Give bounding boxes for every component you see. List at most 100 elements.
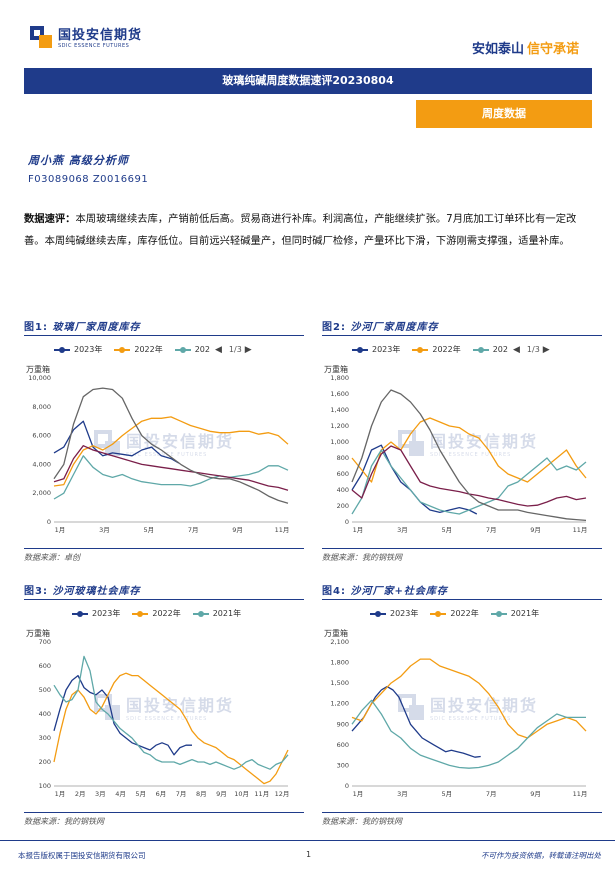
legend-text: 2022年 xyxy=(152,609,181,618)
legend-text: 202 xyxy=(194,345,210,354)
x-tick-label: 5月 xyxy=(135,790,146,798)
series-line xyxy=(351,449,587,515)
figure-3: 图3: 沙河玻璃社会库存 2023年 2022年 2021年 万重箱 国投安信期… xyxy=(24,582,304,826)
legend-item[interactable]: 2022年 xyxy=(430,608,479,619)
legend-pager: 1/3 xyxy=(526,345,540,354)
legend-text: 2023年 xyxy=(74,345,103,354)
y-tick-label: 0 xyxy=(345,518,349,526)
figure-rule xyxy=(322,335,602,336)
figure-rule xyxy=(322,599,602,600)
legend-item[interactable]: 2021年 xyxy=(490,608,539,619)
y-tick-label: 0 xyxy=(345,782,349,790)
y-axis-unit: 万重箱 xyxy=(26,365,50,374)
x-tick-label: 7月 xyxy=(188,526,199,534)
y-tick-label: 1,200 xyxy=(330,422,349,430)
figure-title: 图3: 沙河玻璃社会库存 xyxy=(24,582,140,597)
legend-item[interactable]: 202 xyxy=(174,345,210,354)
y-tick-label: 4,000 xyxy=(32,460,51,468)
summary-text: 本周玻璃继续去库，产销前低后高。贸易商进行补库。利润高位，产能继续扩张。7月底加… xyxy=(24,213,577,247)
page-number: 1 xyxy=(306,850,312,859)
x-tick-label: 1月 xyxy=(353,526,364,534)
legend-item[interactable]: 2023年 xyxy=(370,608,418,619)
legend-prev-icon[interactable]: ◀ xyxy=(215,344,222,355)
x-tick-label: 9月 xyxy=(530,526,541,534)
slogan: 安如泰山 信守承诺 xyxy=(472,38,579,57)
chart-legend: 2023年 2022年 2021年 xyxy=(370,608,551,619)
legend-next-icon[interactable]: ▶ xyxy=(542,344,550,355)
series-line xyxy=(351,699,586,769)
legend-item[interactable]: 2022年 xyxy=(412,344,461,355)
legend-item[interactable]: 2023年 xyxy=(352,344,400,355)
legend-next-icon[interactable]: ▶ xyxy=(244,344,252,355)
figure-title-text: 玻璃厂家周度库存 xyxy=(52,322,141,333)
legend-swatch-icon xyxy=(174,346,191,353)
author-certs: F03089068 Z0016691 xyxy=(28,174,149,185)
legend-item[interactable]: 2022年 xyxy=(132,608,181,619)
x-tick-label: 11月 xyxy=(573,790,588,798)
logo-en-text: SDIC ESSENCE FUTURES xyxy=(58,43,130,49)
legend-swatch-icon xyxy=(192,610,209,617)
legend-item[interactable]: 2022年 xyxy=(114,344,163,355)
figure-2: 图2: 沙河厂家周度库存 2023年 2022年 202 ◀ 1/3 ▶ 万重箱 国… xyxy=(322,318,602,562)
company-logo: 国投安信期货 SDIC ESSENCE FUTURES xyxy=(30,24,142,49)
x-tick-label: 1月 xyxy=(55,526,66,534)
series-line xyxy=(53,455,289,500)
summary-label: 数据速评： xyxy=(24,213,76,225)
y-tick-label: 300 xyxy=(337,761,349,769)
legend-pager: 1/3 xyxy=(228,345,242,354)
series-line xyxy=(351,389,587,522)
y-tick-label: 600 xyxy=(337,741,349,749)
figure-title: 图1: 玻璃厂家周度库存 xyxy=(24,318,140,333)
x-tick-label: 12月 xyxy=(275,790,290,798)
figure-source: 数据来源：我的钢铁网 xyxy=(24,817,104,826)
figure-label: 图3: xyxy=(24,586,48,597)
legend-text: 2022年 xyxy=(432,345,461,354)
y-tick-label: 600 xyxy=(337,470,349,478)
figure-bottom-rule xyxy=(322,548,602,549)
x-tick-label: 1月 xyxy=(353,790,364,798)
series-line xyxy=(351,445,587,507)
x-tick-label: 2月 xyxy=(75,790,86,798)
legend-item[interactable]: 2023年 xyxy=(72,608,120,619)
logo-icon xyxy=(30,25,52,48)
legend-text: 2023年 xyxy=(372,345,401,354)
figure-title: 图4: 沙河厂家+社会库存 xyxy=(322,582,448,597)
x-tick-label: 11月 xyxy=(573,526,588,534)
figure-source: 数据来源：我的钢铁网 xyxy=(322,817,402,826)
y-tick-label: 300 xyxy=(39,734,51,742)
report-title: 玻璃纯碱周度数据速评20230804 xyxy=(24,68,592,94)
legend-item[interactable]: 202 xyxy=(472,345,508,354)
x-tick-label: 7月 xyxy=(486,526,497,534)
report-tag: 周度数据 xyxy=(416,100,592,128)
x-tick-label: 5月 xyxy=(441,526,452,534)
y-tick-label: 10,000 xyxy=(28,374,51,382)
series-line xyxy=(53,416,289,487)
legend-prev-icon[interactable]: ◀ xyxy=(513,344,520,355)
series-line xyxy=(351,658,587,739)
series-line xyxy=(53,655,289,770)
series-line xyxy=(53,420,180,464)
y-axis-unit: 万重箱 xyxy=(324,365,348,374)
x-tick-label: 11月 xyxy=(275,526,290,534)
slogan-part-b: 信守承诺 xyxy=(526,42,579,57)
x-tick-label: 3月 xyxy=(99,526,110,534)
series-line xyxy=(53,445,289,491)
x-tick-label: 6月 xyxy=(156,790,167,798)
series-line xyxy=(53,387,289,504)
figure-title: 图2: 沙河厂家周度库存 xyxy=(322,318,438,333)
chart-plot: 0 300 600 900 1,200 1,500 1,800 2,100 1月 3月 5月 7月 9月… xyxy=(330,638,588,798)
figure-title-text: 沙河厂家周度库存 xyxy=(350,322,439,333)
x-tick-label: 9月 xyxy=(216,790,227,798)
legend-item[interactable]: 2023年 xyxy=(54,344,102,355)
x-tick-label: 7月 xyxy=(176,790,187,798)
x-tick-label: 3月 xyxy=(95,790,106,798)
chart-plot: 100 200 300 400 500 600 700 1月 2月 3月 4月 5月 6月 7月 8月 9月 1… xyxy=(39,638,290,798)
legend-item[interactable]: 2021年 xyxy=(192,608,241,619)
figure-source: 数据来源：我的钢铁网 xyxy=(322,553,402,562)
chart-plot: 0 2,000 4,000 6,000 8,000 10,000 1月 3月 5月 7月 9月 11月 xyxy=(28,374,290,534)
y-tick-label: 900 xyxy=(337,720,349,728)
y-tick-label: 600 xyxy=(39,662,51,670)
figure-4: 图4: 沙河厂家+社会库存 2023年 2022年 2021年 万重箱 国投安信… xyxy=(322,582,602,826)
chart-legend: 2023年 2022年 202 ◀ 1/3 ▶ xyxy=(352,344,553,355)
footer-disclaimer: 不可作为投资依据，转载请注明出处 xyxy=(481,851,601,860)
